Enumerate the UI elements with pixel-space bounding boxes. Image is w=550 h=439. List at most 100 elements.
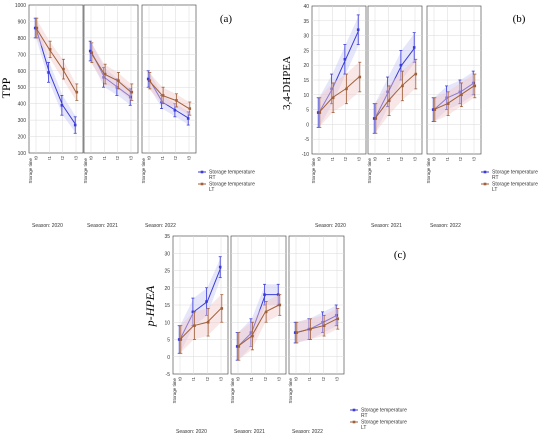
y-tick-label: 1000 <box>15 3 26 9</box>
x-tick-label: t2 <box>321 377 326 381</box>
facet-label: Season: 2021 <box>234 429 265 435</box>
chart-panel-3: (c) p-HPEA -5 0 5 10 15 20 25 30 35 t0 t1 t2 t3 Storage… <box>143 234 407 435</box>
x-axis-label: Storage time <box>288 378 293 404</box>
legend-marker <box>483 170 487 174</box>
series-lt <box>295 308 340 344</box>
x-tick-label: t2 <box>205 377 210 381</box>
data-point <box>117 79 120 82</box>
panel-label: (c) <box>394 249 407 261</box>
legend-marker <box>483 182 487 186</box>
y-tick-label: 800 <box>18 36 27 42</box>
data-point <box>293 331 297 334</box>
data-point <box>278 303 282 307</box>
data-point <box>399 63 403 67</box>
x-tick-label: t3 <box>335 377 340 381</box>
series-rt <box>372 32 416 134</box>
y-tick-label: 30 <box>164 251 170 257</box>
data-point <box>35 26 39 30</box>
y-tick-label: 10 <box>303 93 309 99</box>
data-point <box>358 75 362 79</box>
confidence-band <box>434 74 474 122</box>
facet-label: Season: 2021 <box>87 223 118 229</box>
facet-frame <box>28 4 84 154</box>
facet-label: Season: 2020 <box>32 223 63 229</box>
y-axis-label: TPP <box>0 77 13 98</box>
panel-label: (a) <box>220 13 233 25</box>
x-tick-label: t1 <box>386 157 391 161</box>
data-point <box>460 93 463 97</box>
x-tick-label: t3 <box>219 377 224 381</box>
x-tick-label: t0 <box>236 377 241 381</box>
data-point <box>471 81 475 85</box>
y-axis-label: p-HPEA <box>143 285 157 327</box>
data-point <box>60 104 64 107</box>
series-line <box>433 85 475 111</box>
data-point <box>48 48 52 51</box>
data-point <box>148 79 152 82</box>
data-point <box>318 111 322 114</box>
data-point <box>412 46 416 49</box>
y-tick-label: 600 <box>18 69 27 75</box>
data-point <box>295 331 299 334</box>
confidence-band <box>319 14 359 128</box>
data-point <box>343 57 347 61</box>
facet-2: t0 t1 t2 t3 Storage time Season: 2021 <box>230 235 287 435</box>
x-axis-label: Storage time <box>28 158 33 184</box>
data-point <box>316 111 320 114</box>
data-point <box>206 320 210 324</box>
y-tick-label: 20 <box>303 63 309 69</box>
x-tick-label: t2 <box>60 156 65 160</box>
data-point <box>218 265 222 269</box>
confidence-band <box>149 70 189 126</box>
data-point <box>205 300 208 303</box>
series-line <box>90 52 132 93</box>
data-point <box>336 317 340 321</box>
data-point <box>331 96 335 100</box>
data-point <box>188 107 192 110</box>
facet-1: t0 t1 t2 t3 Storage time Season: 2020 <box>311 5 367 229</box>
y-tick-label: 35 <box>303 19 309 25</box>
data-point <box>414 72 418 76</box>
data-point <box>446 102 450 105</box>
data-point <box>401 84 404 88</box>
y-tick-label: 25 <box>164 269 170 275</box>
data-point <box>191 310 195 314</box>
x-tick-label: t2 <box>399 157 404 161</box>
series-line <box>179 266 222 340</box>
x-tick-label: t3 <box>472 157 477 161</box>
confidence-band <box>36 18 76 134</box>
x-tick-label: t2 <box>115 156 120 160</box>
confidence-band <box>434 71 474 122</box>
data-point <box>330 87 333 91</box>
data-point <box>177 338 181 341</box>
y-tick-label: 900 <box>18 19 27 25</box>
data-point <box>473 84 477 88</box>
facet-1: t0 t1 t2 t3 Storage time Season: 2020 <box>28 4 84 229</box>
x-tick-label: t3 <box>277 377 282 381</box>
series-line <box>318 76 360 113</box>
series-line <box>295 318 338 334</box>
confidence-band <box>91 42 131 101</box>
series-line <box>35 27 77 93</box>
data-point <box>75 90 79 94</box>
y-tick-label: 35 <box>164 234 170 240</box>
series-line <box>374 47 416 119</box>
data-point <box>220 307 224 310</box>
series-line <box>35 27 77 126</box>
y-tick-label: 15 <box>164 303 170 309</box>
facet-frame <box>141 4 197 154</box>
facet-label: Season: 2021 <box>371 223 402 229</box>
x-tick-label: t3 <box>357 157 362 161</box>
data-point <box>186 117 190 120</box>
legend-marker <box>352 408 356 412</box>
series-line <box>148 78 190 119</box>
series-lt <box>90 42 134 101</box>
data-point <box>103 72 107 76</box>
data-point <box>146 77 150 81</box>
x-tick-label: t2 <box>173 156 178 160</box>
legend-label: Storage temperature RT <box>209 170 255 182</box>
data-point <box>309 327 312 331</box>
